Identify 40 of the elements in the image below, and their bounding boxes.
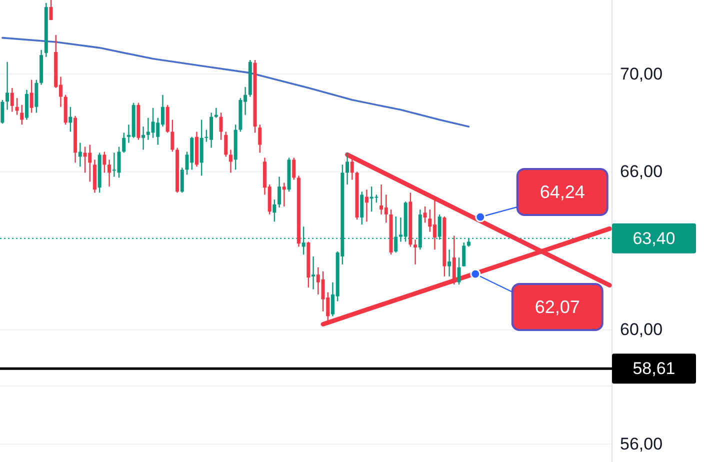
candlestick <box>228 149 232 174</box>
annotation: 64,24 <box>540 182 585 202</box>
candlestick <box>142 126 146 150</box>
candlestick <box>292 157 296 180</box>
y-tick-label: 56,00 <box>620 434 663 454</box>
candlestick <box>282 182 286 208</box>
candlestick <box>224 131 228 158</box>
y-tick-label: 60,00 <box>620 320 663 340</box>
line-series <box>2 36 470 128</box>
candlestick <box>346 152 350 186</box>
candlestick <box>312 256 316 290</box>
candlestick <box>10 87 14 112</box>
candlestick <box>34 79 38 114</box>
candlestick <box>0 99 4 124</box>
candlestick <box>30 79 34 114</box>
y-tick-label: 66,00 <box>620 162 663 182</box>
annotation: 62,07 <box>534 297 580 317</box>
candlestick <box>360 191 364 226</box>
candlestick <box>6 61 10 110</box>
candlestick <box>122 132 126 154</box>
candlestick <box>258 124 262 154</box>
candlestick <box>68 106 72 132</box>
candlestick <box>108 159 112 188</box>
candlestick <box>448 249 452 278</box>
ref-line-label: 63,40 <box>632 228 676 248</box>
candlestick <box>20 104 24 126</box>
y-tick-label: 70,00 <box>620 64 663 84</box>
candlestick <box>350 156 354 180</box>
candlestick <box>180 167 184 194</box>
candlestick <box>24 89 28 120</box>
candlestick <box>364 189 368 222</box>
candlestick <box>414 239 418 266</box>
ref-line-label: 58,61 <box>632 359 676 378</box>
candlestick <box>102 151 106 174</box>
candlestick <box>170 119 174 152</box>
candlestick <box>78 142 82 168</box>
candlestick <box>278 176 282 208</box>
candlestick <box>462 242 466 267</box>
candlestick <box>272 198 276 222</box>
candlestick <box>214 107 218 118</box>
